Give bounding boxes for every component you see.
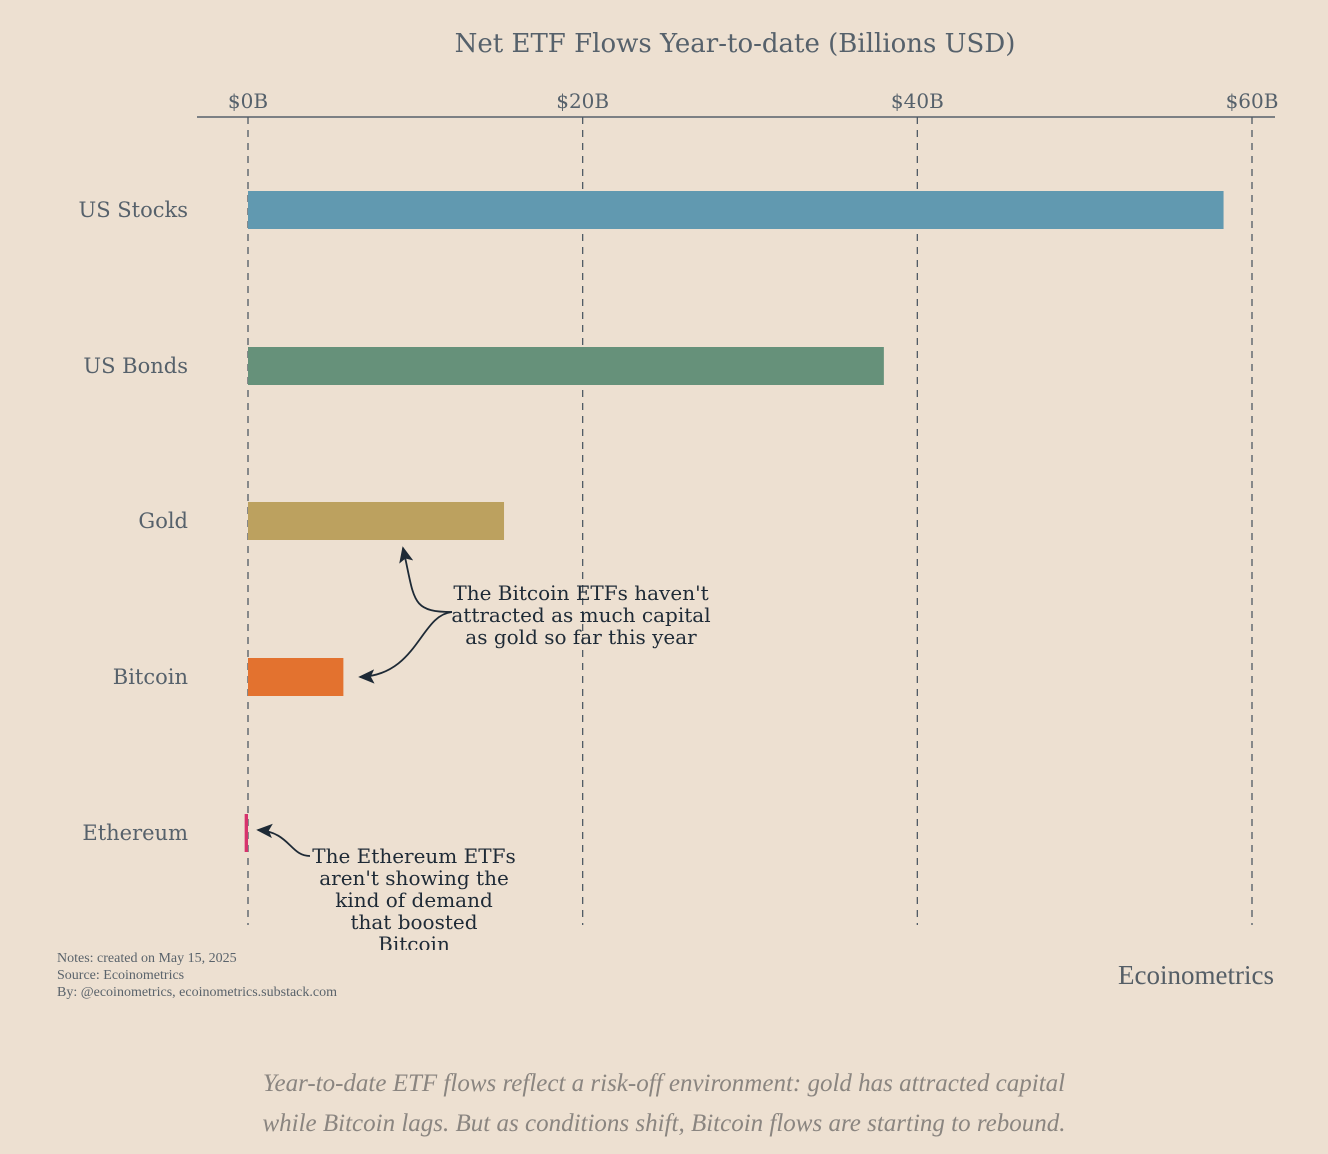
annotation-arrow-gold	[399, 546, 453, 613]
x-tick-label: $40B	[891, 89, 944, 113]
x-tick-label: $20B	[556, 89, 609, 113]
x-tick-label: $0B	[228, 89, 268, 113]
bar-us-stocks	[248, 191, 1224, 229]
bar-gold	[248, 502, 505, 540]
category-label: US Bonds	[83, 354, 188, 378]
annotation-ethereum-line: Bitcoin	[378, 932, 450, 950]
caption: Year-to-date ETF flows reflect a risk-of…	[0, 1064, 1328, 1144]
annotation-ethereum-line: aren't showing the	[319, 866, 509, 890]
brand-label: Ecoinometrics	[1118, 960, 1274, 990]
caption-line-2: while Bitcoin lags. But as conditions sh…	[262, 1110, 1066, 1137]
bar-us-bonds	[248, 347, 884, 385]
category-label: Gold	[138, 509, 188, 533]
annotation-bitcoin-line: attracted as much capital	[451, 603, 710, 627]
annotation-bitcoin-line: as gold so far this year	[465, 625, 697, 649]
category-label: Ethereum	[82, 821, 188, 845]
chart-notes: Notes: created on May 15, 2025 Source: E…	[57, 950, 337, 1001]
x-tick-label: $60B	[1226, 89, 1279, 113]
category-label: US Stocks	[79, 198, 189, 222]
annotation-bitcoin-line: The Bitcoin ETFs haven't	[453, 581, 708, 605]
notes-source: Source: Ecoinometrics	[57, 968, 185, 983]
bar-ethereum	[244, 814, 248, 852]
bar-bitcoin	[248, 658, 344, 696]
chart-title: Net ETF Flows Year-to-date (Billions USD…	[455, 29, 1016, 59]
annotation-ethereum-line: kind of demand	[335, 888, 493, 912]
annotation-arrow-ethereum	[256, 823, 311, 857]
annotation-ethereum-line: that boosted	[350, 910, 477, 934]
notes-by: By: @ecoinometrics, ecoinometrics.substa…	[57, 985, 337, 1000]
annotation-ethereum-line: The Ethereum ETFs	[312, 844, 515, 868]
category-label: Bitcoin	[113, 665, 188, 689]
bar-chart: Net ETF Flows Year-to-date (Billions USD…	[79, 29, 1279, 950]
caption-line-1: Year-to-date ETF flows reflect a risk-of…	[262, 1070, 1066, 1097]
annotation-arrow-bitcoin	[358, 611, 453, 684]
notes-date: Notes: created on May 15, 2025	[57, 951, 237, 966]
